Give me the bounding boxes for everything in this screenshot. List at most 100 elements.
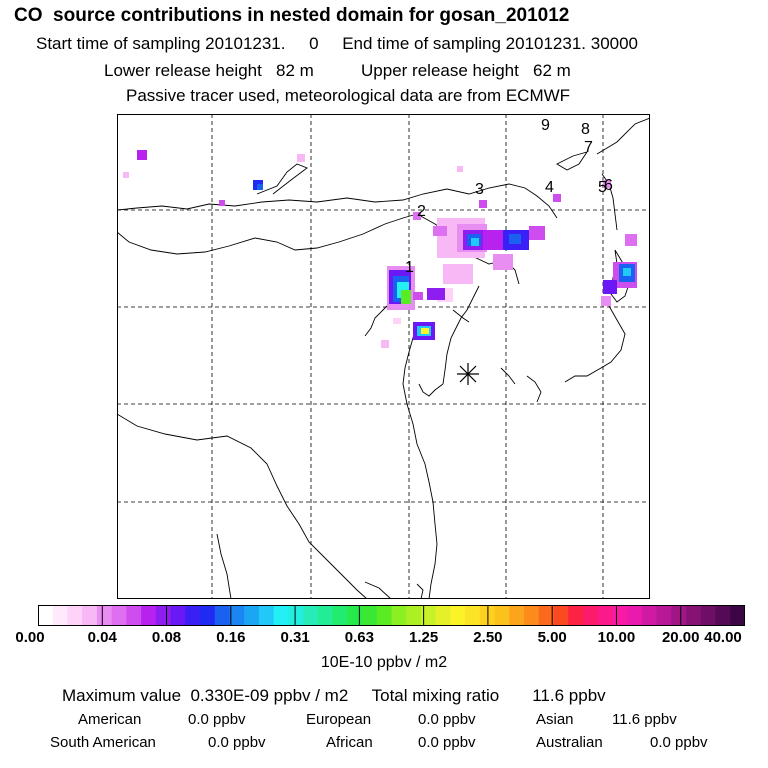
colorbar-tick-label: 0.63: [344, 629, 374, 646]
colorbar-frame: [38, 605, 745, 626]
colorbar-swatch: [730, 605, 745, 626]
colorbar-swatch: [671, 605, 687, 626]
colorbar-swatch: [273, 605, 289, 626]
emission-cell: [601, 296, 611, 306]
total-mixing-ratio: Total mixing ratio 11.6 ppbv: [371, 686, 606, 705]
colorbar-swatch: [627, 605, 643, 626]
emission-cell: [553, 194, 561, 202]
release-heights: Lower release height 82 m Upper release …: [104, 61, 571, 81]
border-sw-china: [117, 413, 368, 599]
colorbar-tick-label: 2.50: [473, 629, 503, 646]
south-american-value: 0.0 ppbv: [208, 734, 266, 751]
colorbar-swatch: [52, 605, 68, 626]
region-label-8: 8: [581, 121, 590, 138]
colorbar-tick-label: 0.04: [87, 629, 117, 646]
colorbar-swatch: [509, 605, 525, 626]
colorbar-swatch: [435, 605, 451, 626]
graticule: [117, 114, 650, 599]
colorbar-swatch: [450, 605, 466, 626]
region-label-7: 7: [584, 139, 593, 156]
emission-cell: [401, 290, 411, 304]
coast-okhotsk: [596, 117, 650, 155]
colorbar-swatch: [597, 605, 613, 626]
american-value: 0.0 ppbv: [188, 711, 246, 728]
map-frame: [117, 114, 650, 599]
china-east-coast: [402, 323, 438, 599]
emission-cell: [137, 150, 147, 160]
korea-border: [452, 309, 470, 323]
emission-cell: [471, 238, 479, 246]
australian-value: 0.0 ppbv: [650, 734, 708, 751]
emission-cell: [479, 200, 487, 208]
lower-release-height: Lower release height 82 m: [104, 61, 314, 80]
emission-cell: [381, 340, 389, 348]
region-labels: 1 2 3 4 5 6 7 8 9: [405, 117, 613, 276]
colorbar: [38, 605, 745, 626]
map-canvas: 1 2 3 4 5 6 7 8 9: [117, 114, 650, 599]
colorbar-swatch: [288, 605, 304, 626]
asian-label: Asian: [536, 711, 574, 728]
american-label: American: [78, 711, 142, 728]
colorbar-swatch: [686, 605, 702, 626]
australian-label: Australian: [536, 734, 603, 751]
emission-cell: [603, 280, 617, 294]
colorbar-swatch: [96, 605, 113, 626]
colorbar-swatch: [185, 605, 201, 626]
colorbar-swatch: [465, 605, 481, 626]
receptor-asterisk-icon: [457, 363, 479, 385]
colorbar-swatch: [303, 605, 319, 626]
colorbar-swatch: [420, 605, 437, 626]
emission-cell: [529, 226, 545, 240]
colorbar-tick-label: 20.00: [661, 629, 700, 646]
colorbar-swatch: [656, 605, 672, 626]
coastlines: [117, 117, 650, 599]
region-label-3: 3: [475, 181, 484, 198]
colorbar-swatch: [582, 605, 599, 626]
emission-cell: [413, 292, 423, 300]
colorbar-swatch: [612, 605, 628, 626]
colorbar-swatch: [155, 605, 172, 626]
emission-cell: [427, 288, 445, 300]
colorbar-swatch: [347, 605, 363, 626]
south-american-label: South American: [50, 734, 156, 751]
colorbar-swatch: [553, 605, 569, 626]
kyushu: [526, 375, 542, 403]
shikoku: [500, 367, 516, 385]
emission-cell: [493, 254, 513, 270]
colorbar-swatch: [82, 605, 98, 626]
colorbar-swatch: [244, 605, 260, 626]
region-label-5: 5: [598, 179, 607, 196]
colorbar-swatch: [524, 605, 540, 626]
colorbar-tick-label: 5.00: [537, 629, 567, 646]
lake-baikal: [256, 163, 308, 195]
summary-line: Maximum value 0.330E-09 ppbv / m2 Total …: [62, 686, 606, 706]
colorbar-swatch: [126, 605, 142, 626]
colorbar-tick-label: 0.31: [280, 629, 310, 646]
sampling-start: Start time of sampling 20101231. 0: [36, 34, 319, 53]
korea-east-coast: [442, 285, 480, 385]
colorbar-tick-label: 0.00: [15, 629, 45, 646]
colorbar-swatch: [170, 605, 186, 626]
emission-cell: [433, 226, 447, 236]
colorbar-swatch: [406, 605, 422, 626]
upper-release-height: Upper release height 62 m: [361, 61, 571, 80]
region-label-9: 9: [541, 117, 550, 134]
colorbar-swatch: [376, 605, 392, 626]
tracer-note: Passive tracer used, meteorological data…: [126, 86, 571, 105]
colorbar-swatch: [362, 605, 378, 626]
colorbar-swatch: [67, 605, 83, 626]
region-label-4: 4: [545, 179, 554, 196]
emission-cell: [443, 264, 473, 284]
african-label: African: [326, 734, 373, 751]
european-label: European: [306, 711, 372, 728]
emission-cell: [257, 184, 263, 190]
emission-cell: [603, 180, 611, 188]
colorbar-swatch: [141, 605, 157, 626]
emission-cell: [297, 154, 305, 162]
colorbar-swatch: [700, 605, 717, 626]
emission-cell: [421, 328, 429, 334]
colorbar-tick-label: 1.25: [409, 629, 439, 646]
colorbar-swatch: [258, 605, 275, 626]
colorbar-swatch: [641, 605, 658, 626]
sampling-end: End time of sampling 20101231. 30000: [342, 34, 639, 53]
